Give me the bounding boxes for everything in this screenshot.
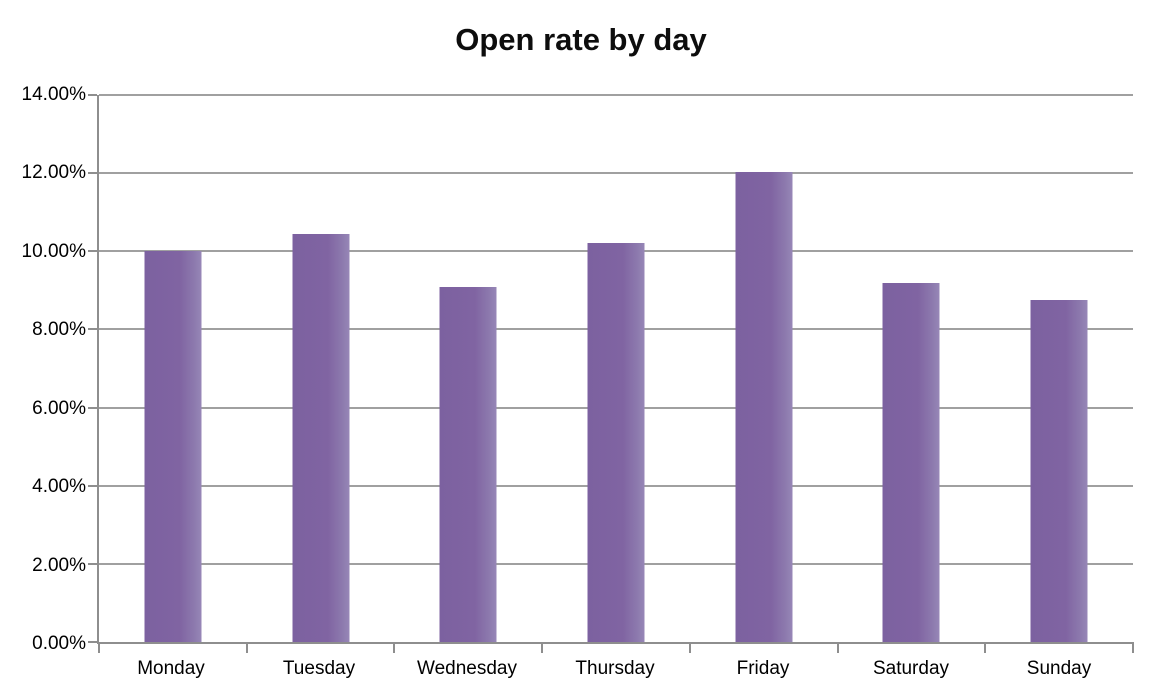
y-axis-tick — [88, 94, 97, 96]
x-axis-tick — [688, 642, 691, 653]
y-axis-label: 6.00% — [32, 397, 86, 419]
y-axis-tick — [88, 250, 97, 253]
y-axis-tick — [88, 562, 97, 565]
plot-area — [88, 94, 1134, 653]
y-axis-tick — [88, 641, 97, 643]
x-axis-label: Monday — [137, 658, 205, 679]
bars-layer — [99, 95, 1133, 642]
x-axis-label: Wednesday — [417, 658, 517, 679]
x-ticks-layer — [98, 95, 1134, 653]
x-axis-tick — [393, 642, 396, 653]
x-axis-label: Saturday — [872, 658, 950, 679]
y-axis-label: 14.00% — [21, 84, 86, 105]
y-axis-label: 12.00% — [21, 162, 86, 184]
x-axis-tick — [984, 642, 987, 653]
x-axis-label: Thursday — [575, 658, 655, 679]
x-axis-tick — [541, 642, 544, 653]
bar-thursday — [587, 243, 645, 642]
y-axis-tick — [88, 484, 97, 487]
gridline — [99, 172, 1133, 175]
y-axis-label: 0.00% — [32, 633, 86, 654]
x-axis-label: Tuesday — [282, 658, 356, 679]
y-axis-tick — [88, 328, 97, 331]
y-axis-label: 2.00% — [32, 554, 86, 576]
y-axis-labels: 0.00% 2.00% 4.00% 6.00% 8.00% 10.00% 12.00% 14.… — [0, 84, 86, 654]
y-axis-tick — [88, 406, 97, 409]
y-axis-label: 8.00% — [32, 319, 86, 341]
gridline — [99, 94, 1133, 96]
x-axis-tick — [836, 642, 839, 653]
bar-wednesday — [439, 287, 497, 642]
x-axis-tick — [1132, 642, 1134, 653]
x-axis-labels: Monday Tuesday Wednesday Thursday Friday Satu… — [97, 658, 1133, 680]
y-axis-label: 10.00% — [21, 240, 86, 262]
y-axis-tick — [88, 172, 97, 175]
chart-title: Open rate by day — [455, 22, 707, 57]
x-axis-tick — [245, 642, 248, 653]
x-axis-tick — [98, 642, 100, 653]
bar-saturday — [882, 282, 940, 642]
bar-sunday — [1030, 300, 1088, 642]
y-axis-label: 4.00% — [32, 476, 86, 498]
x-axis-label: Sunday — [1026, 658, 1092, 679]
bar-monday — [144, 250, 202, 642]
bar-friday — [735, 171, 793, 642]
x-axis-label: Friday — [736, 658, 790, 679]
bar-tuesday — [292, 233, 350, 642]
